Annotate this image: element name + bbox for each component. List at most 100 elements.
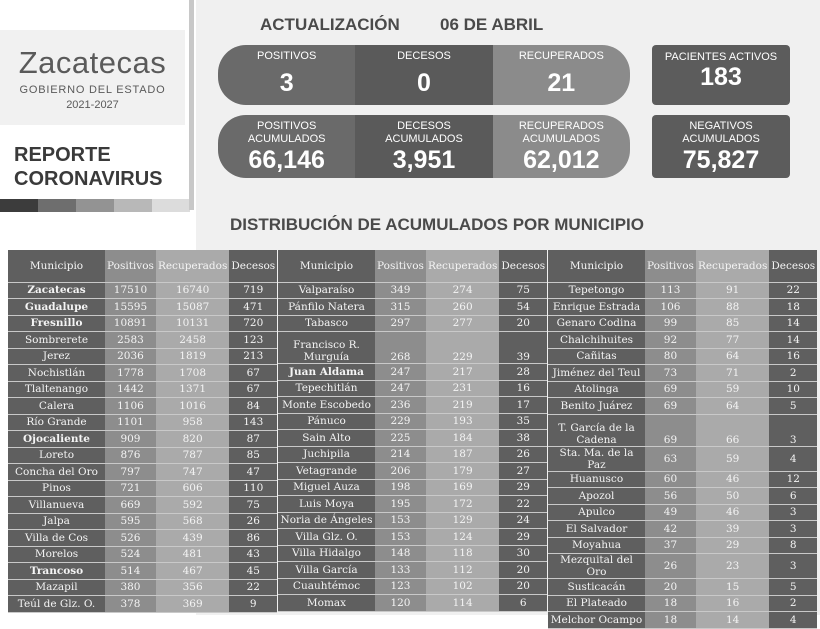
positivos-cell: 18 <box>645 611 696 629</box>
table-row: Cuauhtémoc 123 102 20 <box>278 578 548 595</box>
table-row: Francisco R. Murguía 268 229 39 <box>278 331 548 364</box>
decesos-cell: 5 <box>769 578 818 596</box>
table-row: Moyahua 37 29 8 <box>548 537 818 554</box>
positivos-cell: 60 <box>645 471 696 488</box>
label: DECESOS <box>397 50 451 62</box>
label: POSITIVOS <box>257 50 317 62</box>
recuperados-cell: 179 <box>425 462 500 480</box>
label: ACUMULADOS <box>247 133 326 145</box>
decesos-cell: 35 <box>499 413 548 430</box>
municipio-cell: Villanueva <box>8 496 105 514</box>
positivos-cell: 120 <box>375 594 426 612</box>
decesos-cell: 720 <box>229 315 278 332</box>
recuperados-cell: 787 <box>155 447 230 464</box>
recuperados-cell: 219 <box>425 396 500 414</box>
municipio-cell: Noria de Ángeles <box>278 512 375 529</box>
table-row: Jalpa 595 568 26 <box>8 513 278 530</box>
positivos-cell: 797 <box>105 463 156 481</box>
table-row: Apulco 49 46 3 <box>548 504 818 521</box>
positivos-cell: 526 <box>105 529 156 547</box>
value: 75,827 <box>682 146 760 174</box>
positivos-cell: 198 <box>375 479 426 496</box>
table-row: Noria de Ángeles 153 129 24 <box>278 512 548 529</box>
recuperados-cell: 229 <box>425 331 500 364</box>
recuperados-cell: 187 <box>425 446 500 463</box>
positivos-cell: 80 <box>645 348 696 365</box>
table-row: Melchor Ocampo 18 14 4 <box>548 611 818 629</box>
column-header: Recuperados <box>425 250 500 283</box>
decesos-cell: 22 <box>769 282 818 299</box>
decesos-cell: 87 <box>229 430 278 448</box>
recuperados-cell: 592 <box>155 496 230 514</box>
table-row: Jerez 2036 1819 213 <box>8 348 278 365</box>
recuperados-cell: 1819 <box>155 348 230 365</box>
recuperados-cell: 277 <box>425 315 500 332</box>
decesos-cell: 213 <box>229 348 278 365</box>
label: DECESOS <box>397 120 451 132</box>
table-row: Guadalupe 15595 15087 471 <box>8 298 278 316</box>
positivos-cell: 315 <box>375 298 426 316</box>
recuperados-cell: 369 <box>155 595 230 613</box>
municipio-cell: Tabasco <box>278 315 375 332</box>
municipio-cell: Morelos <box>8 546 105 563</box>
municipio-cell: Río Grande <box>8 414 105 431</box>
table-row: Teúl de Glz. O. 378 369 9 <box>8 595 278 613</box>
daily-positivos: POSITIVOS 3 <box>218 45 356 105</box>
table-row: Villanueva 669 592 75 <box>8 496 278 514</box>
decesos-cell: 18 <box>769 298 818 316</box>
municipio-cell: Susticacán <box>548 578 645 596</box>
positivos-cell: 909 <box>105 430 156 448</box>
positivos-cell: 378 <box>105 595 156 613</box>
table-row: Valparaíso 349 274 75 <box>278 282 548 299</box>
recuperados-cell: 112 <box>425 561 500 579</box>
positivos-cell: 247 <box>375 380 426 397</box>
municipio-cell: Apozol <box>548 487 645 505</box>
recuperados-cell: 88 <box>695 298 770 316</box>
table-row: Pinos 721 606 110 <box>8 480 278 497</box>
recuperados-cell: 356 <box>155 579 230 596</box>
municipio-cell: T. García de la Cadena <box>548 414 645 447</box>
positivos-cell: 73 <box>645 364 696 382</box>
table-row: Fresnillo 10891 10131 720 <box>8 315 278 332</box>
value: 183 <box>700 63 742 91</box>
decesos-cell: 3 <box>769 504 818 521</box>
decesos-cell: 24 <box>499 512 548 529</box>
table-row: Villa Glz. O. 153 124 29 <box>278 528 548 546</box>
update-date: 06 DE ABRIL <box>440 15 544 34</box>
table-row: Atolinga 69 59 10 <box>548 381 818 398</box>
recuperados-cell: 2458 <box>155 331 230 349</box>
municipio-cell: Apulco <box>548 504 645 521</box>
recuperados-cell: 439 <box>155 529 230 547</box>
positivos-cell: 229 <box>375 413 426 430</box>
positivos-cell: 69 <box>645 414 696 447</box>
table-row: Mazapil 380 356 22 <box>8 579 278 596</box>
decesos-cell: 8 <box>769 537 818 554</box>
recuperados-cell: 184 <box>425 429 500 447</box>
table-header: Municipio Positivos Recuperados Decesos <box>548 250 818 283</box>
decesos-cell: 38 <box>499 429 548 447</box>
label: PACIENTES ACTIVOS <box>664 51 778 63</box>
label: POSITIVOS <box>257 120 317 132</box>
shade-bar <box>114 199 152 212</box>
decesos-cell: 719 <box>229 282 278 299</box>
value: 21 <box>547 69 576 97</box>
positivos-cell: 69 <box>645 381 696 398</box>
decesos-cell: 67 <box>229 381 278 398</box>
recuperados-cell: 820 <box>155 430 230 448</box>
recuperados-cell: 169 <box>425 479 500 496</box>
table-row: Pánuco 229 193 35 <box>278 413 548 430</box>
municipio-cell: Loreto <box>8 447 105 464</box>
negatives: NEGATIVOS ACUMULADOS 75,827 <box>652 115 790 178</box>
recuperados-cell: 46 <box>695 504 770 521</box>
positivos-cell: 349 <box>375 282 426 299</box>
decesos-cell: 4 <box>769 611 818 629</box>
decesos-cell: 6 <box>499 594 548 612</box>
decesos-cell: 27 <box>499 462 548 480</box>
municipio-cell: Villa de Cos <box>8 529 105 547</box>
table-row: Sta. Ma. de la Paz 63 59 4 <box>548 446 818 472</box>
distribution-title: DISTRIBUCIÓN DE ACUMULADOS POR MUNICIPIO <box>230 215 644 234</box>
recuperados-cell: 10131 <box>155 315 230 332</box>
municipio-cell: El Plateado <box>548 595 645 612</box>
table-row: Juan Aldama 247 217 28 <box>278 363 548 381</box>
table-row: Tepechitlán 247 231 16 <box>278 380 548 397</box>
